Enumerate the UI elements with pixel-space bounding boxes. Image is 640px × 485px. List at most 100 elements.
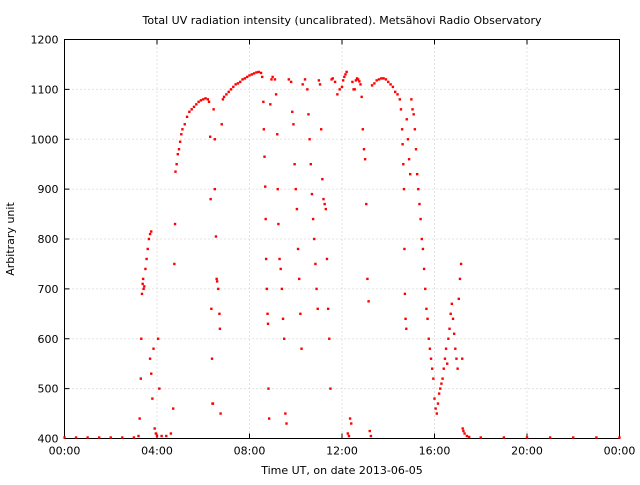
data-point [399,108,403,111]
data-point [266,322,270,325]
y-tick-label: 400 [38,433,59,446]
data-point [340,85,344,89]
data-point [221,98,225,101]
data-point [264,257,268,261]
data-point [443,357,447,360]
data-point [351,80,354,84]
data-point [215,277,218,281]
data-point [259,71,263,75]
data-point [215,280,219,283]
data-point [389,83,392,86]
x-tick-label: 12:00 [326,445,358,458]
data-point [175,162,178,166]
data-point [301,83,304,86]
data-point [86,436,89,439]
data-point [210,307,213,311]
data-point [387,80,390,84]
data-point [227,90,230,94]
data-point [248,74,251,77]
data-point [145,257,148,261]
data-point [207,100,211,104]
data-point [245,75,249,79]
data-point [341,79,345,82]
data-point [140,337,143,340]
data-point [433,397,436,400]
data-point [177,148,181,151]
y-tick-label: 800 [38,233,59,246]
data-point [222,95,226,99]
data-point [425,307,428,311]
data-point [437,392,441,395]
data-point [210,357,214,360]
data-point [178,140,182,143]
data-point [141,277,145,281]
data-point [426,317,429,320]
data-point [156,337,160,340]
data-point [415,172,419,176]
data-point [141,282,144,286]
data-point [206,98,210,101]
data-point [412,113,415,116]
data-point [448,327,451,330]
data-point [165,434,168,438]
data-point [407,158,411,161]
data-point [261,75,264,79]
data-point [208,135,212,138]
data-point [439,387,442,390]
data-point [315,287,318,291]
data-point [442,367,445,370]
data-point [243,77,247,80]
data-point [452,332,456,335]
data-point [409,172,412,176]
data-point [572,436,575,439]
data-point [151,397,154,400]
x-tick-label: 04:00 [141,445,173,458]
data-point [277,222,280,226]
data-point [250,73,254,76]
x-tick-label: 20:00 [511,445,543,458]
data-points [63,70,621,439]
data-point [459,262,463,266]
data-point [252,72,256,75]
data-point [239,80,242,84]
data-point [384,78,388,81]
data-point [63,436,66,439]
data-point [324,207,328,211]
data-point [232,85,235,89]
data-point [311,217,315,221]
data-point [217,287,220,291]
data-point [435,412,439,415]
data-point [291,110,294,114]
y-tick-label: 700 [38,283,59,296]
data-point [142,287,145,291]
data-point [450,302,454,306]
data-point [293,162,296,166]
data-point [461,357,464,360]
data-point [303,78,307,81]
data-point [461,427,464,430]
data-point [287,78,291,81]
data-point [356,78,360,81]
data-point [317,79,321,82]
data-point [458,277,462,281]
data-point [375,79,378,82]
data-point [218,327,222,330]
data-point [267,387,270,390]
data-point [299,312,302,316]
data-point [154,432,158,435]
data-point [446,362,449,365]
data-point [430,367,434,370]
data-point [160,434,163,438]
data-point [348,417,352,420]
y-tick-label: 500 [38,383,59,396]
data-point [176,153,180,156]
data-point [197,100,200,104]
data-point [365,202,368,206]
data-point [270,78,273,81]
data-point [346,432,349,435]
data-point [276,133,279,136]
data-point [262,128,266,131]
data-point [181,128,184,131]
data-point [440,382,443,385]
